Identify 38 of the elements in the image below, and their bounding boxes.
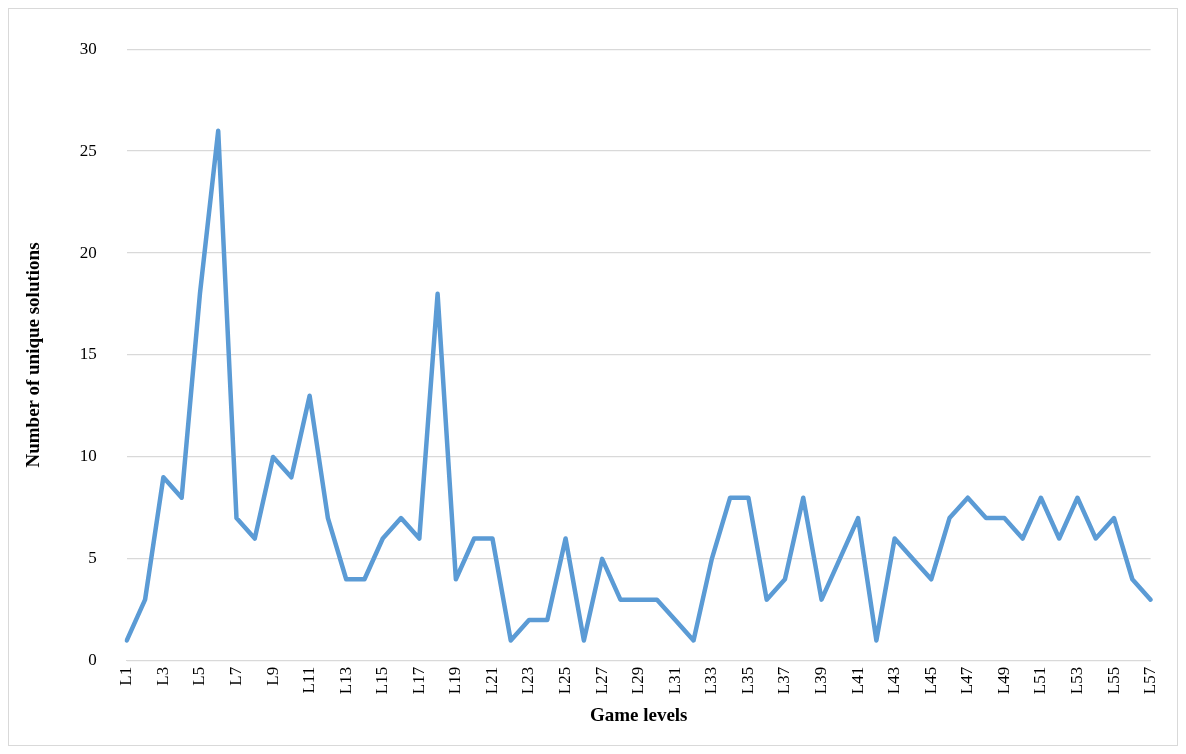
x-tick-label: L53 bbox=[1066, 666, 1086, 695]
x-tick-label: L13 bbox=[335, 666, 355, 695]
x-tick-label: L3 bbox=[152, 666, 172, 686]
x-tick-label: L7 bbox=[225, 666, 245, 686]
x-tick-label: L45 bbox=[920, 666, 940, 695]
y-tick-label: 5 bbox=[88, 548, 97, 568]
x-tick-label: L37 bbox=[774, 666, 794, 695]
x-tick-label: L27 bbox=[591, 666, 611, 695]
x-tick-label: L47 bbox=[957, 666, 977, 695]
x-tick-label: L19 bbox=[445, 666, 465, 695]
y-tick-label: 30 bbox=[79, 38, 97, 58]
y-tick-label: 25 bbox=[79, 140, 97, 160]
x-tick-label: L57 bbox=[1140, 666, 1160, 695]
x-tick-label: L51 bbox=[1030, 666, 1050, 695]
x-tick-label: L1 bbox=[116, 666, 136, 686]
y-tick-label: 10 bbox=[79, 446, 97, 466]
x-tick-label: L25 bbox=[555, 666, 575, 695]
x-tick-label: L35 bbox=[737, 666, 757, 695]
y-axis-title: Number of unique solutions bbox=[22, 242, 44, 468]
x-tick-label: L33 bbox=[701, 666, 721, 695]
y-tick-label: 15 bbox=[79, 344, 97, 364]
x-tick-label: L17 bbox=[408, 666, 428, 695]
x-tick-label: L29 bbox=[628, 666, 648, 695]
x-tick-label: L39 bbox=[810, 666, 830, 695]
y-tick-label: 20 bbox=[79, 242, 97, 262]
x-tick-label: L31 bbox=[664, 666, 684, 695]
x-tick-label: L49 bbox=[993, 666, 1013, 695]
y-tick-label: 0 bbox=[88, 650, 97, 670]
x-tick-label: L21 bbox=[481, 666, 501, 695]
x-tick-label: L9 bbox=[262, 666, 282, 686]
x-tick-label: L41 bbox=[847, 666, 867, 695]
x-tick-label: L5 bbox=[189, 666, 209, 686]
x-tick-label: L23 bbox=[518, 666, 538, 695]
x-tick-label: L11 bbox=[299, 666, 319, 694]
x-tick-label: L55 bbox=[1103, 666, 1123, 695]
x-axis-title: Game levels bbox=[589, 703, 688, 725]
x-tick-label: L43 bbox=[884, 666, 904, 695]
x-tick-label: L15 bbox=[372, 666, 392, 695]
